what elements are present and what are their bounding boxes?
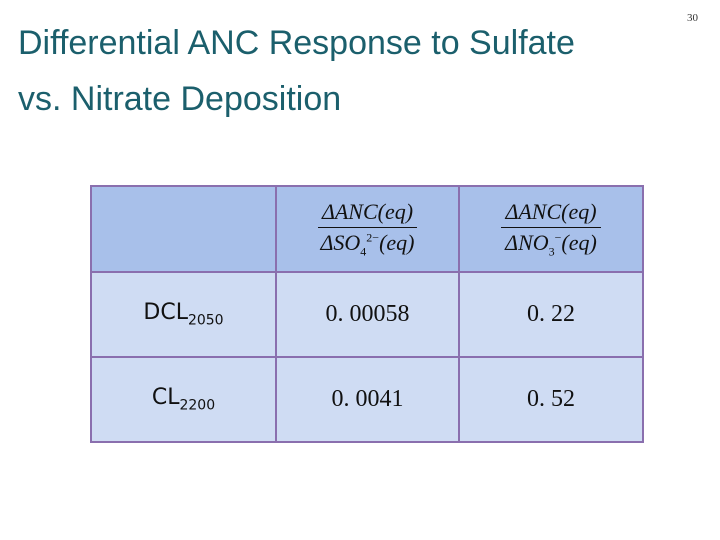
label-base: DCL — [143, 300, 188, 326]
cell: 0. 22 — [458, 271, 644, 358]
title-line: Differential ANC Response to Sulfate — [18, 24, 575, 62]
header-cell: ΔANC(eq) ΔNO3−(eq) — [458, 185, 644, 273]
table-row: DCL2050 0. 00058 0. 22 — [90, 271, 644, 358]
page-number: 30 — [687, 12, 698, 24]
fraction: ΔANC(eq) ΔNO3−(eq) — [501, 199, 601, 259]
den-sup: − — [554, 230, 562, 245]
cell: 0. 00058 — [275, 271, 460, 358]
label-sub: 2050 — [187, 312, 224, 329]
den-sup: 2− — [366, 230, 380, 245]
den-sub: 3 — [548, 244, 555, 259]
header-cell: ΔANC(eq) ΔSO42−(eq) — [275, 185, 460, 273]
cell: 0. 52 — [458, 356, 644, 443]
label-base: CL — [151, 385, 180, 411]
data-table: ΔANC(eq) ΔSO42−(eq) ΔANC(eq) ΔNO3−(eq) D… — [90, 185, 644, 443]
title-line: vs. Nitrate Deposition — [18, 80, 342, 118]
numerator: ΔANC(eq) — [317, 199, 418, 228]
den-base: ΔNO — [505, 229, 549, 255]
header-cell — [90, 185, 277, 273]
numerator: ΔANC(eq) — [501, 199, 601, 228]
row-label: DCL2050 — [90, 271, 277, 358]
fraction: ΔANC(eq) ΔSO42−(eq) — [317, 199, 418, 259]
table-row: CL2200 0. 0041 0. 52 — [90, 356, 644, 443]
label-sub: 2200 — [179, 397, 216, 414]
header-row: ΔANC(eq) ΔSO42−(eq) ΔANC(eq) ΔNO3−(eq) — [90, 185, 644, 273]
den-sub: 4 — [360, 244, 367, 259]
denominator: ΔSO42−(eq) — [318, 228, 417, 259]
den-tail: (eq) — [561, 229, 597, 255]
cell: 0. 0041 — [275, 356, 460, 443]
den-tail: (eq) — [379, 229, 415, 255]
denominator: ΔNO3−(eq) — [501, 228, 600, 259]
den-base: ΔSO — [320, 229, 361, 255]
row-label: CL2200 — [90, 356, 277, 443]
